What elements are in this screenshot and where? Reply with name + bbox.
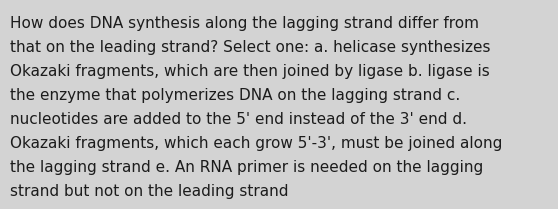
Text: Okazaki fragments, which each grow 5'-3', must be joined along: Okazaki fragments, which each grow 5'-3'… — [10, 136, 502, 151]
Text: Okazaki fragments, which are then joined by ligase b. ligase is: Okazaki fragments, which are then joined… — [10, 64, 490, 79]
Text: the lagging strand e. An RNA primer is needed on the lagging: the lagging strand e. An RNA primer is n… — [10, 160, 483, 175]
Text: that on the leading strand? Select one: a. helicase synthesizes: that on the leading strand? Select one: … — [10, 40, 490, 55]
Text: How does DNA synthesis along the lagging strand differ from: How does DNA synthesis along the lagging… — [10, 16, 479, 31]
Text: nucleotides are added to the 5' end instead of the 3' end d.: nucleotides are added to the 5' end inst… — [10, 112, 467, 127]
Text: the enzyme that polymerizes DNA on the lagging strand c.: the enzyme that polymerizes DNA on the l… — [10, 88, 460, 103]
Text: strand but not on the leading strand: strand but not on the leading strand — [10, 184, 288, 199]
